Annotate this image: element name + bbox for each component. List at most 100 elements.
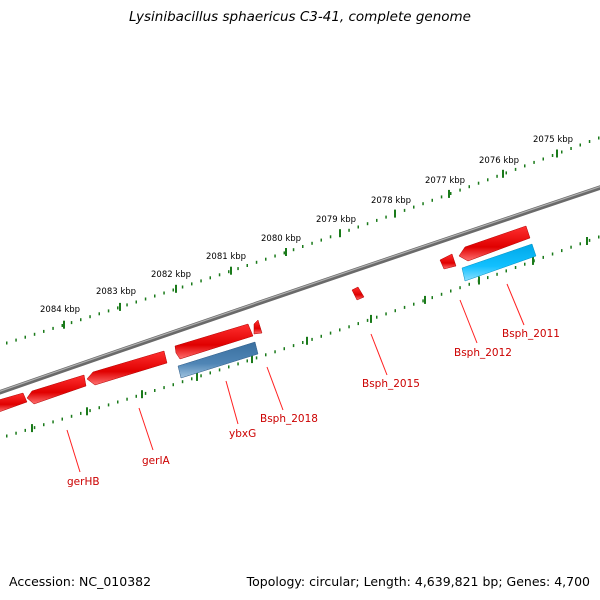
inner-scale-minor-tick	[218, 368, 221, 372]
inner-scale-major-tick	[478, 276, 480, 285]
gene-label-Bsph_2011[interactable]: Bsph_2011	[502, 328, 560, 340]
genome-backbone	[0, 185, 600, 395]
inner-scale-major-tick	[424, 295, 426, 304]
inner-scale-minor-tick	[24, 428, 26, 432]
reverse-strand-genes	[177, 243, 537, 379]
outer-scale-minor-tick	[487, 178, 489, 182]
gene-Bsph_2015[interactable]	[351, 286, 365, 301]
inner-scale-major-tick	[370, 314, 372, 323]
inner-scale-minor-tick	[468, 282, 470, 286]
outer-scale-minor-tick	[385, 215, 387, 219]
outer-scale-major-tick	[448, 189, 450, 198]
inner-scale-minor-tick	[505, 269, 507, 273]
inner-scale-minor-tick	[6, 434, 8, 438]
gene-label-ybxG[interactable]: ybxG	[229, 428, 256, 440]
outer-scale-major-tick	[175, 284, 177, 293]
outer-scale-major-tick	[285, 248, 287, 256]
outer-scale-major-tick	[556, 149, 558, 158]
gene-label-gerIA[interactable]: gerIA	[142, 455, 171, 467]
leader-gerIA	[138, 407, 154, 451]
inner-scale-minor-tick	[524, 262, 526, 266]
inner-scale-minor-tick	[61, 417, 63, 421]
gene-label-Bsph_2015[interactable]: Bsph_2015	[362, 378, 420, 390]
gene-gerHB-left[interactable]	[0, 392, 28, 412]
gene-Bsph_2011[interactable]	[461, 243, 537, 282]
outer-scale-minor-tick	[6, 341, 8, 345]
outer-scale-minor-tick	[172, 288, 174, 292]
accession-text: Accession: NC_010382	[9, 574, 152, 589]
outer-scale-minor-tick	[413, 205, 415, 209]
gene-gerIA[interactable]	[86, 350, 168, 386]
outer-scale-minor-tick	[33, 332, 36, 336]
inner-scale-major-tick	[141, 390, 143, 399]
outer-scale-minor-tick	[218, 273, 221, 277]
gene-ybxG[interactable]	[174, 323, 254, 360]
inner-scale-minor-tick	[191, 377, 193, 381]
scale-label-2078: 2078 kbp	[371, 196, 411, 206]
inner-scale-major-tick	[86, 407, 88, 416]
outer-scale-minor-tick	[579, 143, 581, 147]
inner-scale-minor-tick	[98, 406, 100, 410]
leader-Bsph_2011	[506, 283, 525, 326]
genome-backbone-highlight	[0, 186, 600, 392]
outer-scale-minor-tick	[43, 329, 45, 333]
inner-scale-minor-tick	[403, 305, 406, 309]
leader-Bsph_2015	[370, 333, 388, 376]
inner-scale-minor-tick	[376, 315, 378, 319]
outer-scale-minor-tick	[200, 279, 202, 283]
inner-scale-minor-tick	[172, 383, 174, 387]
gene-small-arrow-1[interactable]	[253, 319, 263, 335]
scale-labels: 2084 kbp 2083 kbp 2082 kbp 2081 kbp 2080…	[40, 135, 573, 315]
outer-scale-minor-tick	[598, 136, 600, 140]
outer-scale-minor-tick	[468, 185, 470, 189]
inner-scale-minor-tick	[292, 344, 295, 348]
inner-scale-ticks	[6, 235, 600, 438]
outer-scale-minor-tick	[376, 218, 378, 222]
inner-scale-minor-tick	[15, 431, 17, 435]
inner-scale-minor-tick	[52, 420, 54, 424]
gene-Bsph_2018[interactable]	[177, 341, 259, 379]
inner-scale-major-tick	[586, 237, 588, 245]
outer-scale-minor-tick	[154, 294, 156, 298]
inner-scale-minor-tick	[163, 386, 165, 390]
gene-label-leaders	[66, 283, 525, 473]
inner-scale-minor-tick	[357, 322, 359, 326]
inner-scale-minor-tick	[144, 391, 147, 395]
inner-scale-minor-tick	[551, 252, 554, 256]
gene-label-Bsph_2018[interactable]: Bsph_2018	[260, 413, 318, 425]
gene-gerHB[interactable]	[26, 374, 87, 405]
outer-scale-minor-tick	[98, 312, 100, 316]
outer-scale-minor-tick	[209, 276, 211, 280]
inner-scale-minor-tick	[181, 380, 184, 384]
outer-scale-minor-tick	[135, 300, 137, 304]
outer-scale-minor-tick	[561, 150, 563, 154]
gene-Bsph_2012[interactable]	[458, 225, 531, 262]
inner-scale-minor-tick	[339, 328, 341, 332]
outer-scale-minor-tick	[265, 257, 267, 261]
scale-label-2084: 2084 kbp	[40, 305, 80, 315]
outer-scale-minor-tick	[542, 157, 544, 161]
scale-label-2076: 2076 kbp	[479, 156, 519, 166]
inner-scale-minor-tick	[320, 334, 322, 338]
inner-scale-minor-tick	[107, 403, 110, 407]
outer-scale-minor-tick	[283, 251, 285, 255]
gene-label-gerHB[interactable]: gerHB	[67, 476, 100, 488]
outer-scale-minor-tick	[61, 324, 63, 327]
gene-small-arrow-2[interactable]	[439, 253, 457, 270]
inner-scale-minor-tick	[588, 238, 591, 242]
outer-scale-minor-tick	[403, 208, 406, 212]
outer-scale-minor-tick	[237, 267, 239, 271]
outer-scale-minor-tick	[588, 140, 591, 143]
inner-scale-minor-tick	[200, 374, 202, 378]
outer-scale-minor-tick	[357, 225, 359, 229]
inner-scale-minor-tick	[33, 426, 36, 430]
outer-scale-minor-tick	[15, 338, 17, 342]
inner-scale-minor-tick	[70, 414, 73, 418]
outer-scale-minor-tick	[89, 315, 91, 319]
outer-scale-minor-tick	[181, 285, 184, 289]
inner-scale-major-tick	[196, 372, 198, 381]
gene-label-Bsph_2012[interactable]: Bsph_2012	[454, 347, 512, 359]
outer-scale-minor-tick	[348, 228, 350, 232]
scale-label-2080: 2080 kbp	[261, 234, 301, 244]
